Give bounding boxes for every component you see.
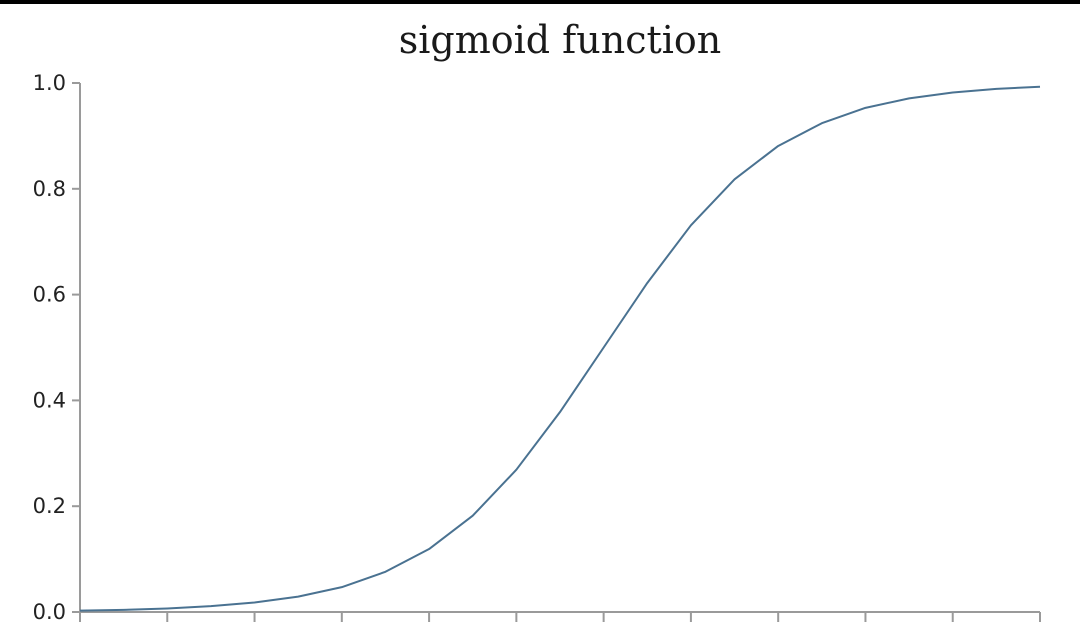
- sigmoid-line: [79, 85, 1041, 612]
- sigmoid-chart: sigmoid function 0.0 0.2 0.4 0.6 0.8 1.0: [33, 18, 1041, 622]
- y-tick-label: 0.8: [33, 177, 66, 201]
- chart-title: sigmoid function: [399, 18, 722, 62]
- chart-panel: sigmoid function 0.0 0.2 0.4 0.6 0.8 1.0: [0, 4, 1080, 622]
- y-tick-label: 0.2: [33, 494, 66, 518]
- y-tick-label: 0.6: [33, 283, 66, 307]
- axes: 0.0 0.2 0.4 0.6 0.8 1.0: [33, 71, 1041, 622]
- y-tick-label: 0.0: [33, 600, 66, 622]
- y-tick-label: 1.0: [33, 71, 66, 95]
- plot-area: [79, 85, 1041, 612]
- y-tick-label: 0.4: [33, 388, 66, 412]
